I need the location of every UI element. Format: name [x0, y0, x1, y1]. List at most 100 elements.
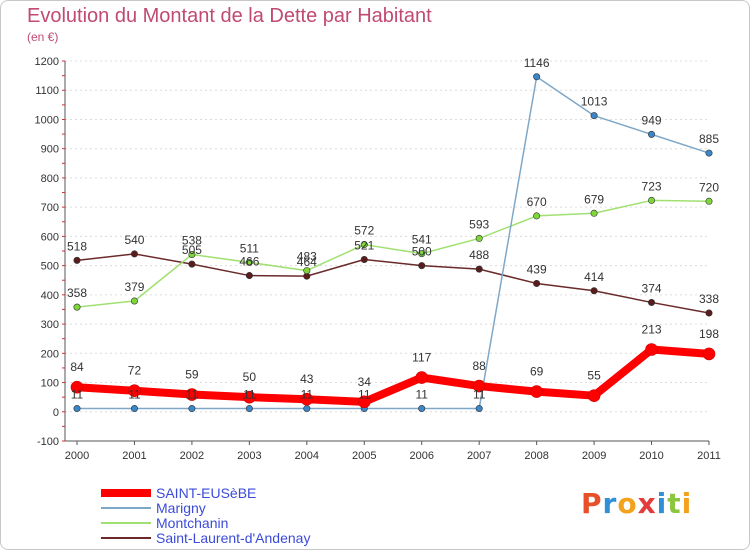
- data-point-marigny: [705, 149, 713, 157]
- data-label-saint-laurent-d-andenay: 518: [67, 239, 87, 253]
- data-label-saint-eus-be: 84: [70, 360, 84, 374]
- data-label-marigny: 11: [71, 388, 84, 402]
- y-tick-label: 1100: [35, 85, 59, 97]
- x-tick-label: 2002: [180, 450, 204, 462]
- x-tick-label: 2006: [409, 450, 433, 462]
- y-tick-label: 700: [41, 202, 59, 214]
- data-point-saint-eus-be: [530, 385, 543, 398]
- data-point-marigny: [130, 405, 138, 413]
- data-label-saint-laurent-d-andenay: 540: [124, 233, 144, 247]
- y-tick-label: 1000: [35, 114, 59, 126]
- data-point-marigny: [73, 405, 81, 413]
- data-label-saint-laurent-d-andenay: 488: [469, 248, 489, 262]
- chart-title: Evolution du Montant de la Dette par Hab…: [27, 5, 432, 27]
- data-point-saint-eus-be: [300, 392, 314, 406]
- y-tick-label: 100: [41, 378, 59, 390]
- data-point-saint-eus-be: [702, 347, 716, 361]
- data-label-montchanin: 593: [469, 217, 489, 231]
- data-point-montchanin: [418, 250, 426, 258]
- data-point-montchanin: [590, 209, 598, 217]
- x-tick-label: 2008: [524, 450, 548, 462]
- unit-label: (en €): [27, 30, 59, 44]
- data-label-marigny: 11: [186, 388, 199, 402]
- x-tick-label: 2000: [65, 450, 89, 462]
- y-tick-label: 600: [41, 231, 59, 243]
- data-label-montchanin: 723: [642, 179, 662, 193]
- legend-swatch: [101, 522, 151, 524]
- x-tick-label: 2009: [582, 450, 606, 462]
- series-line-saint-laurent-d-andenay: [76, 253, 710, 314]
- data-point-montchanin: [533, 212, 541, 220]
- data-label-marigny: 1013: [581, 95, 608, 109]
- data-label-montchanin: 572: [354, 224, 374, 238]
- data-point-saint-laurent-d-andenay: [648, 298, 656, 306]
- data-label-marigny: 11: [301, 388, 314, 402]
- data-point-marigny: [303, 405, 311, 413]
- data-label-montchanin: 679: [584, 192, 604, 206]
- data-label-montchanin: 358: [67, 286, 87, 300]
- y-tick-label: 900: [41, 144, 59, 156]
- y-tick-label: 800: [41, 173, 59, 185]
- data-label-saint-eus-be: 213: [642, 323, 662, 337]
- data-label-saint-laurent-d-andenay: 439: [527, 262, 547, 276]
- legend-label: Montchanin: [156, 515, 229, 531]
- data-label-saint-eus-be: 55: [587, 369, 601, 383]
- data-label-saint-eus-be: 198: [699, 327, 719, 341]
- data-label-montchanin: 670: [527, 195, 547, 209]
- data-point-montchanin: [648, 196, 656, 204]
- data-point-saint-laurent-d-andenay: [475, 265, 483, 273]
- data-label-saint-eus-be: 34: [358, 375, 372, 389]
- data-point-marigny: [475, 405, 483, 413]
- data-label-marigny: 11: [243, 388, 256, 402]
- data-point-saint-eus-be: [645, 343, 658, 356]
- data-point-saint-laurent-d-andenay: [418, 262, 426, 270]
- data-label-saint-eus-be: 43: [300, 372, 314, 386]
- data-label-marigny: 1146: [524, 56, 550, 70]
- data-point-montchanin: [303, 267, 311, 275]
- data-label-saint-laurent-d-andenay: 521: [354, 238, 374, 252]
- data-label-saint-laurent-d-andenay: 374: [642, 281, 662, 295]
- data-label-montchanin: 538: [182, 234, 202, 248]
- data-point-saint-eus-be: [357, 395, 371, 409]
- data-label-saint-eus-be: 69: [530, 365, 544, 379]
- data-point-marigny: [590, 112, 598, 120]
- x-tick-label: 2003: [237, 450, 261, 462]
- legend-swatch: [101, 507, 151, 509]
- legend-item-montchanin: Montchanin: [101, 515, 228, 531]
- legend-item-saint-eusebe: SAINT-EUSèBE: [101, 485, 256, 501]
- data-point-montchanin: [705, 197, 713, 205]
- legend-label: SAINT-EUSèBE: [156, 485, 257, 501]
- y-tick-label: 400: [41, 290, 59, 302]
- data-point-montchanin: [360, 241, 368, 249]
- data-point-montchanin: [188, 251, 196, 259]
- data-point-saint-laurent-d-andenay: [130, 250, 138, 258]
- data-label-marigny: 11: [473, 388, 486, 402]
- data-label-montchanin: 541: [412, 233, 432, 247]
- data-label-saint-laurent-d-andenay: 414: [584, 270, 604, 284]
- data-point-saint-laurent-d-andenay: [73, 256, 81, 264]
- data-label-montchanin: 483: [297, 250, 317, 264]
- legend-item-saint-laurent-d-andenay: Saint-Laurent-d'Andenay: [101, 530, 310, 546]
- data-point-saint-eus-be: [185, 388, 199, 401]
- data-point-montchanin: [475, 234, 483, 242]
- legend-item-marigny: Marigny: [101, 500, 206, 516]
- data-point-marigny: [188, 405, 196, 413]
- data-point-montchanin: [73, 303, 81, 311]
- data-label-saint-eus-be: 117: [412, 351, 431, 365]
- data-point-marigny: [533, 73, 541, 81]
- legend-label: Saint-Laurent-d'Andenay: [156, 530, 311, 546]
- data-point-saint-laurent-d-andenay: [705, 309, 713, 317]
- data-label-marigny: 11: [358, 388, 371, 402]
- x-tick-label: 2004: [295, 450, 319, 462]
- data-point-saint-eus-be: [70, 380, 84, 394]
- data-label-saint-laurent-d-andenay: 466: [239, 255, 259, 269]
- series-line-marigny: [76, 76, 710, 410]
- series-line-saint-eus-be: [73, 345, 713, 406]
- data-label-saint-laurent-d-andenay: 505: [182, 243, 202, 257]
- legend-swatch: [101, 489, 151, 497]
- data-label-marigny: 949: [642, 113, 662, 127]
- data-point-saint-eus-be: [415, 371, 429, 384]
- data-point-montchanin: [245, 258, 253, 266]
- data-point-saint-laurent-d-andenay: [360, 255, 368, 263]
